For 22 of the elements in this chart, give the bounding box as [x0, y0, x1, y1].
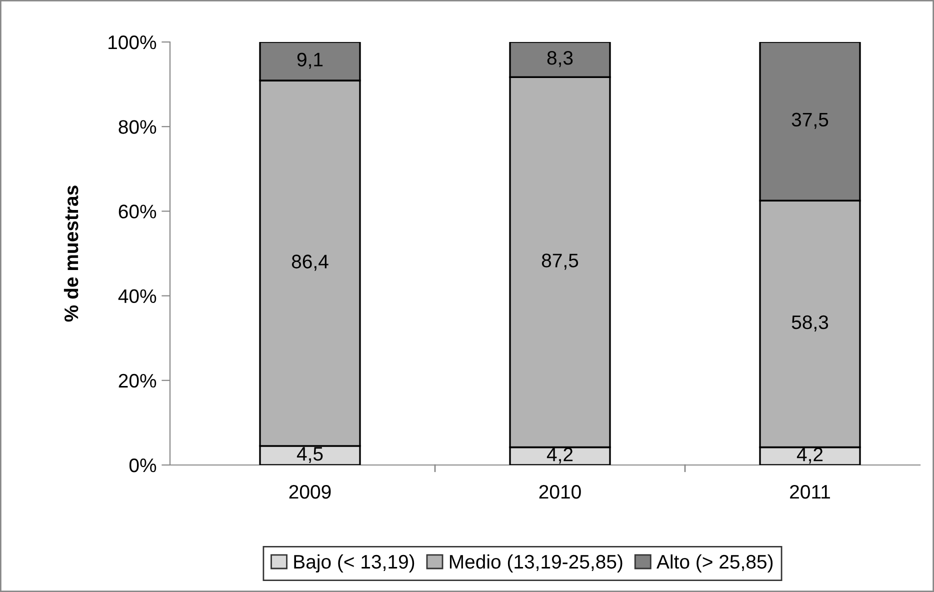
data-label: 87,5 — [542, 254, 578, 270]
y-tick-label: 20% — [118, 374, 156, 388]
y-tick-label: 0% — [129, 458, 156, 472]
y-tick-label: 40% — [118, 289, 156, 304]
y-tick-label: 60% — [118, 204, 156, 218]
data-label: 4,5 — [296, 447, 323, 463]
data-label: 58,3 — [792, 315, 828, 332]
legend-label: Bajo (< 13,19) — [294, 554, 414, 573]
x-tick-label: 2011 — [790, 484, 830, 499]
legend-label: Alto (> 25,85) — [656, 554, 773, 573]
y-tick-label: 100% — [108, 35, 156, 50]
data-label: 9,1 — [297, 52, 323, 69]
data-label: 86,4 — [292, 254, 328, 271]
data-label: 37,5 — [792, 112, 828, 129]
y-tick-label: 80% — [118, 120, 156, 134]
x-tick-label: 2010 — [539, 484, 581, 499]
legend-label: Medio (13,19-25,85) — [450, 554, 622, 573]
data-label: 8,3 — [547, 51, 573, 68]
x-tick-label: 2009 — [289, 484, 331, 499]
data-label: 4,2 — [796, 448, 823, 464]
y-axis-title: % de muestras — [64, 186, 78, 322]
data-label: 4,2 — [546, 448, 573, 464]
